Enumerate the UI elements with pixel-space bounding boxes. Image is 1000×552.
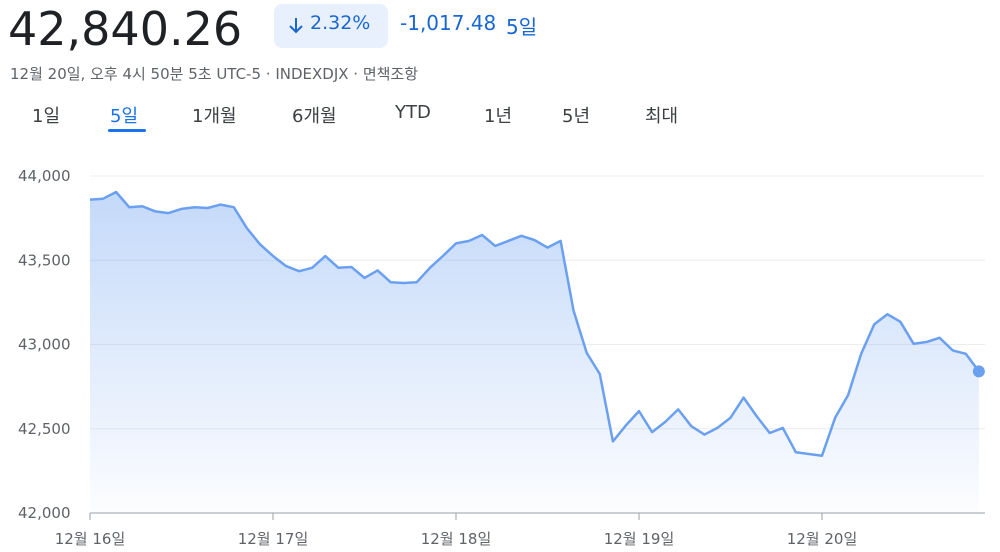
period: 5일 [506, 15, 538, 39]
y-tick-label: 42,000 [18, 504, 71, 522]
change-badge [274, 4, 388, 48]
tab[interactable]: 최대 [645, 106, 679, 127]
tab[interactable]: YTD [395, 102, 431, 123]
down-arrow [289, 18, 303, 34]
last-point [972, 365, 985, 378]
y-tick-label: 42,500 [18, 420, 71, 438]
subtitle: 12월 20일, 오후 4시 50분 5초 UTC-5 · INDEXDJX ·… [10, 65, 419, 83]
tab[interactable]: 5년 [562, 106, 591, 127]
x-tick-label: 12월 16일 [55, 530, 126, 548]
x-tick-label: 12월 20일 [787, 530, 858, 548]
area-fill [90, 192, 979, 513]
y-tick-label: 44,000 [18, 167, 71, 185]
tab[interactable]: 6개월 [292, 106, 337, 127]
x-tick-label: 12월 18일 [421, 530, 492, 548]
change: -1,017.48 [400, 11, 497, 35]
x-tick-label: 12월 17일 [238, 530, 309, 548]
y-tick-label: 43,500 [18, 251, 71, 269]
change-percent: 2.32% [310, 12, 371, 34]
price: 42,840.26 [8, 2, 243, 56]
price-line [89, 190, 980, 457]
y-tick-label: 43,000 [18, 336, 71, 354]
tab[interactable]: 5일 [110, 106, 139, 127]
tab[interactable]: 1년 [484, 106, 513, 127]
tab-underline [108, 129, 146, 132]
tab[interactable]: 1일 [32, 106, 61, 127]
x-tick-label: 12월 19일 [604, 530, 675, 548]
tab[interactable]: 1개월 [192, 106, 237, 127]
